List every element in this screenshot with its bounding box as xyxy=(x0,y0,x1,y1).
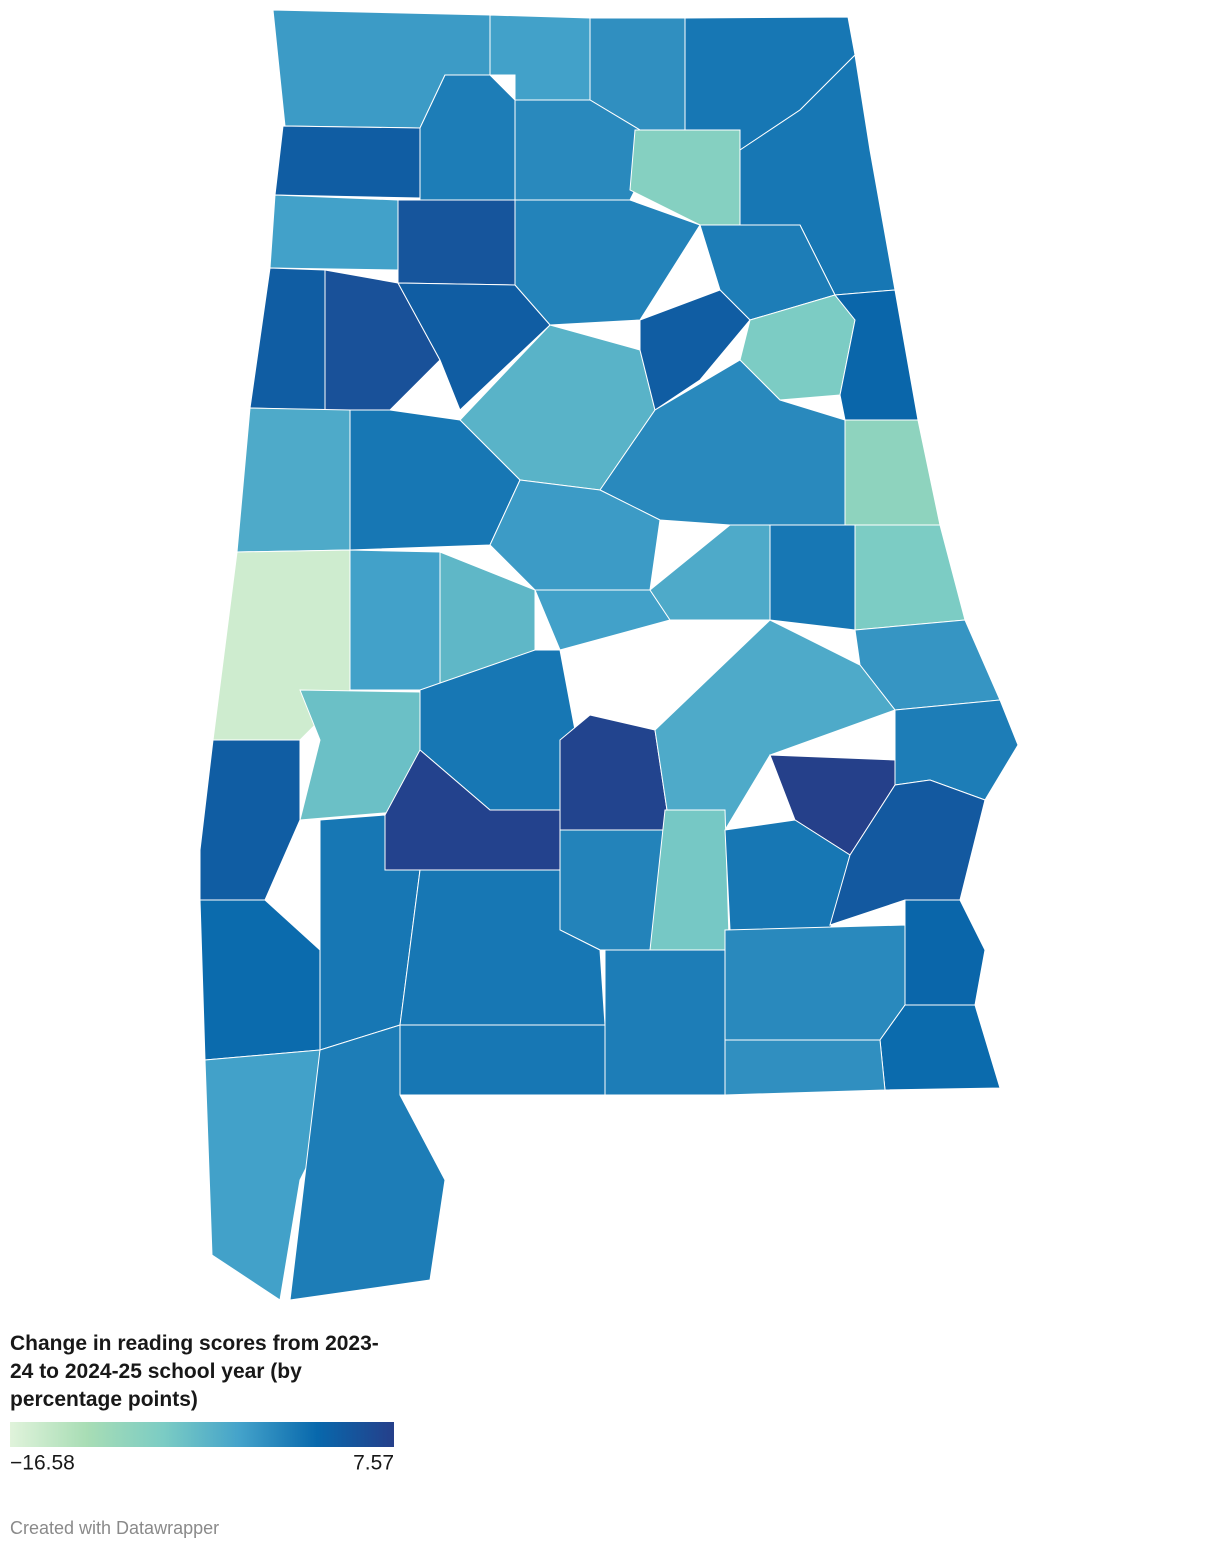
district xyxy=(289,1024,446,1301)
district xyxy=(274,125,421,199)
district xyxy=(269,194,399,271)
district xyxy=(649,809,731,971)
district xyxy=(199,739,301,901)
district xyxy=(649,524,771,621)
legend-title: Change in reading scores from 2023-24 to… xyxy=(10,1332,379,1411)
credit: Created with Datawrapper xyxy=(10,1518,220,1538)
district xyxy=(324,269,441,411)
district xyxy=(769,524,856,631)
districts xyxy=(199,9,1019,1301)
district xyxy=(604,949,726,1096)
district xyxy=(844,419,941,526)
district xyxy=(249,267,326,411)
district xyxy=(489,14,591,101)
district xyxy=(639,289,751,411)
district xyxy=(724,924,906,1041)
district xyxy=(879,1004,1001,1091)
district xyxy=(199,899,321,1061)
district xyxy=(397,199,516,286)
district xyxy=(349,549,441,691)
district xyxy=(829,779,986,926)
district xyxy=(854,524,966,631)
district xyxy=(724,1039,886,1096)
legend-tick-label: −16.58 xyxy=(10,1452,75,1475)
district xyxy=(559,829,666,951)
district xyxy=(399,1024,606,1096)
district xyxy=(236,407,351,553)
district xyxy=(559,714,671,831)
legend-ticks: −16.58 7.57 xyxy=(10,1452,394,1475)
legend-gradient xyxy=(10,1422,394,1447)
district xyxy=(534,589,671,651)
district xyxy=(904,899,986,1006)
district xyxy=(397,282,551,411)
district xyxy=(299,689,421,821)
district xyxy=(514,199,701,326)
legend-tick-label: 7.57 xyxy=(353,1452,394,1475)
